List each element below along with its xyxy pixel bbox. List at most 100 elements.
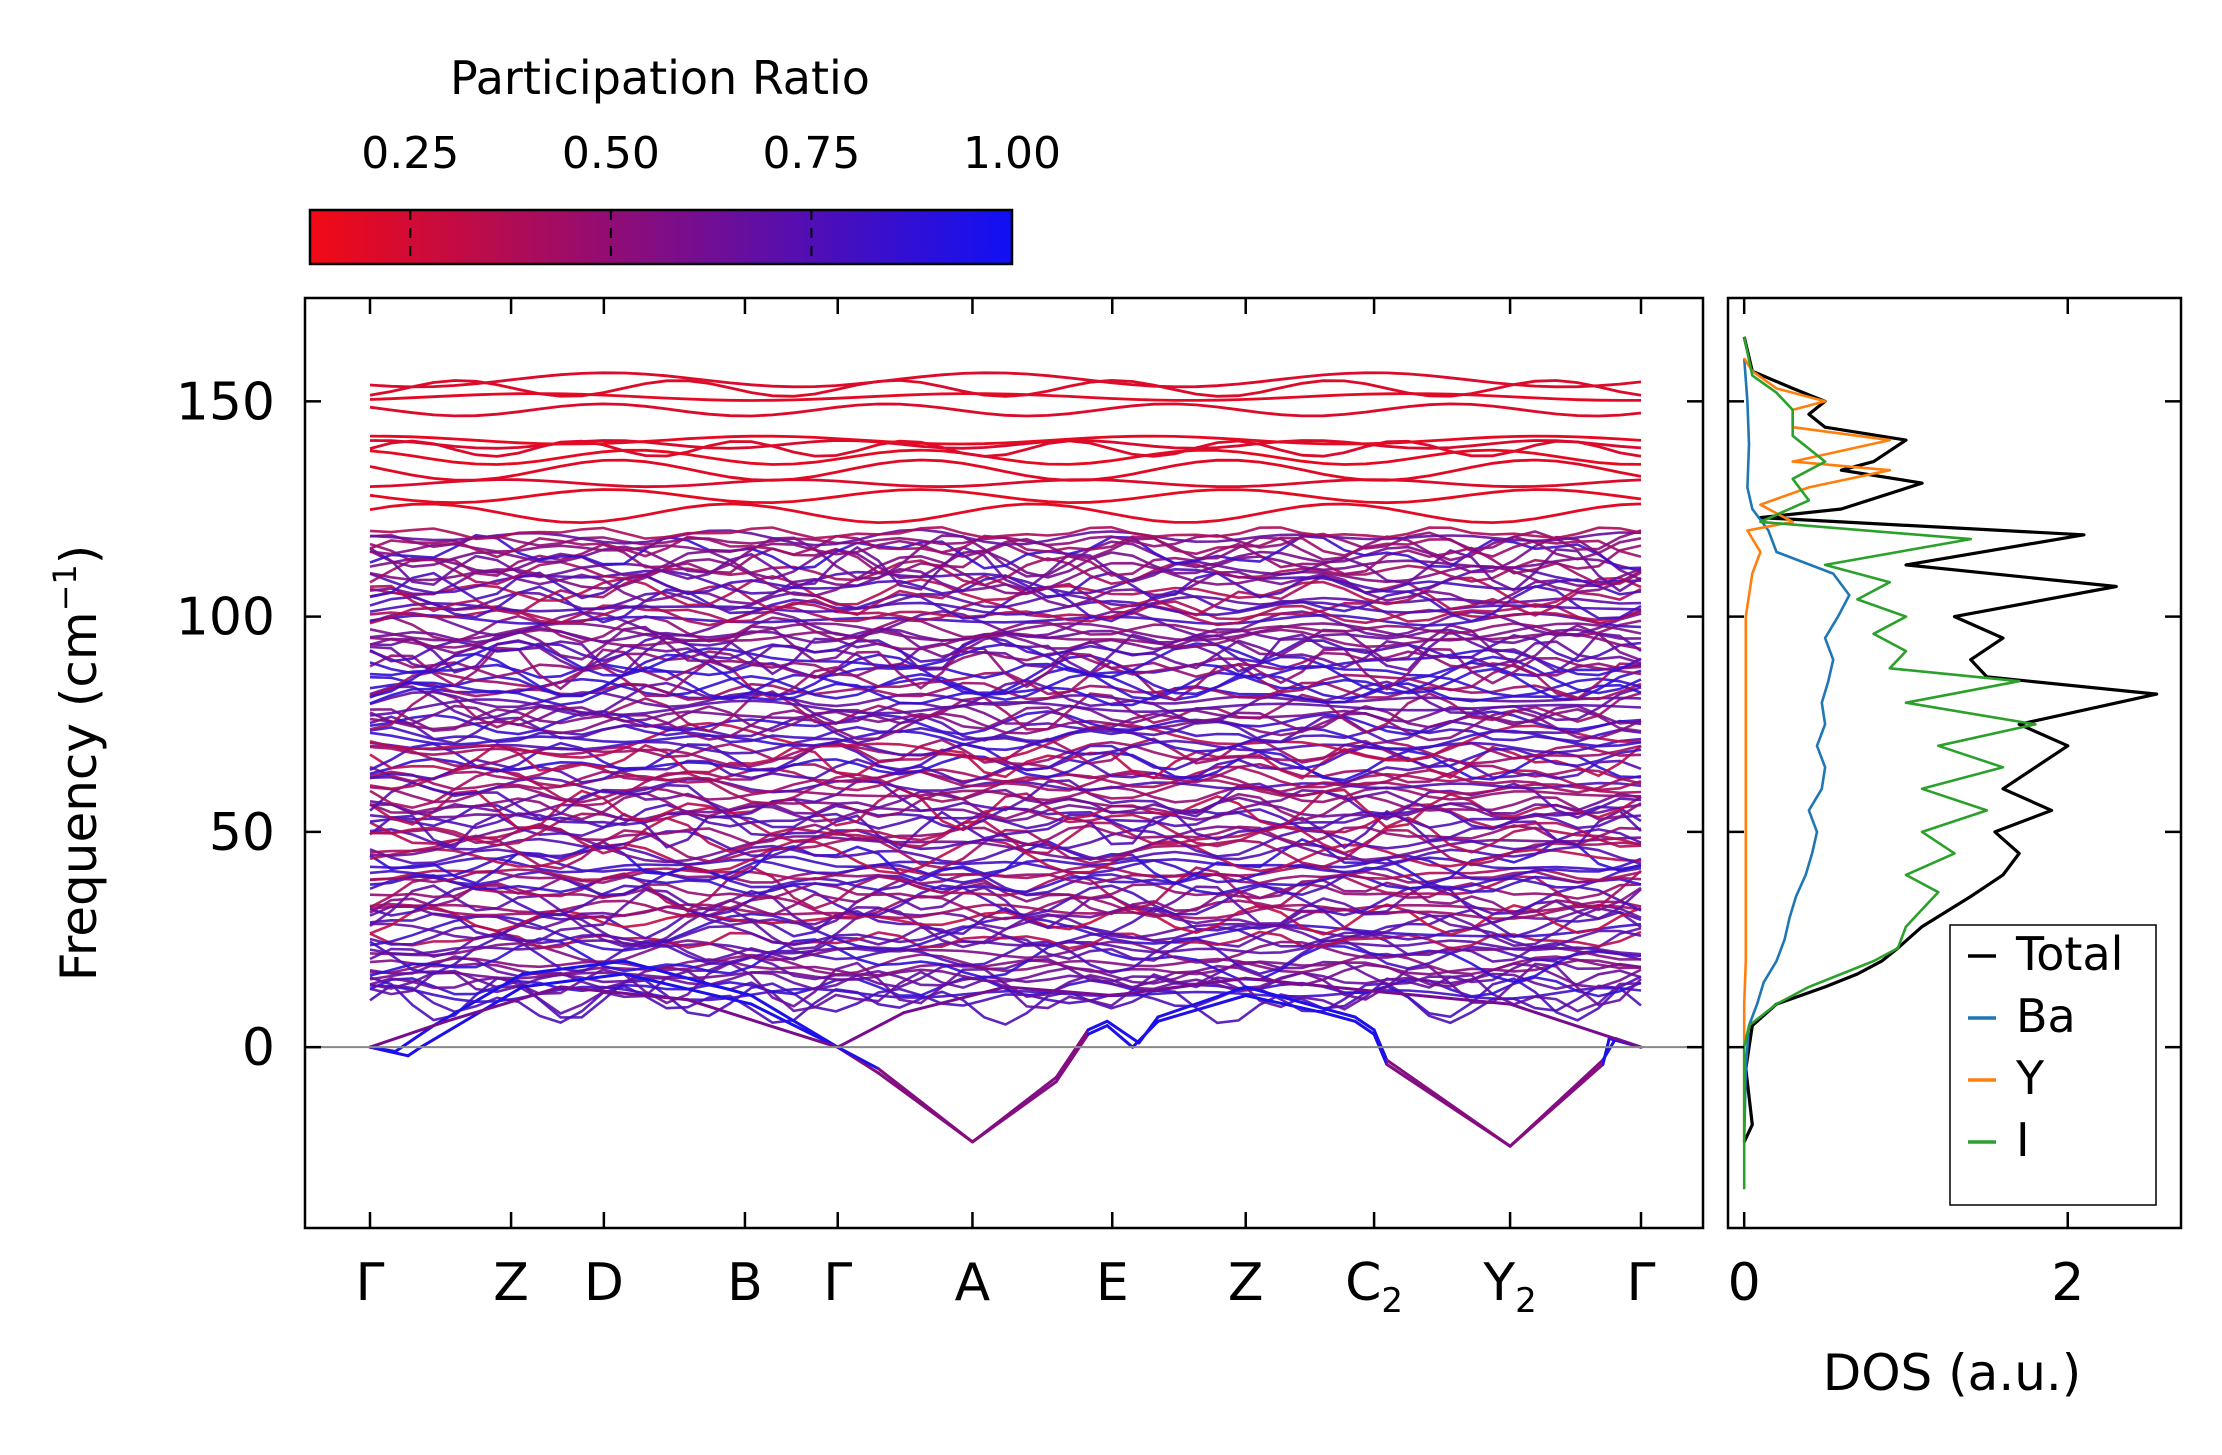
soft-branch-1: [1321, 1011, 1357, 1023]
phonon-band: [369, 528, 1642, 547]
phonon-band: [369, 809, 1642, 851]
phonon-band: [369, 837, 1642, 886]
soft-branch-1: [1054, 1032, 1090, 1084]
dos-series-y: [1742, 357, 1892, 1142]
phonon-band-upper: [369, 378, 1642, 398]
soft-branch-3: [1508, 1002, 1643, 1049]
y-axis-label-close: ): [50, 545, 108, 565]
soft-branch-2: [1054, 1028, 1090, 1079]
phonon-band: [369, 749, 1642, 782]
soft-branch-2: [836, 1045, 880, 1071]
soft-branch-3: [686, 998, 840, 1049]
phonon-band: [369, 726, 1642, 753]
band-frame: [303, 296, 1705, 1230]
soft-branch-1: [1156, 994, 1248, 1023]
soft-branch-1: [1244, 994, 1325, 1015]
legend-label: Ba: [2016, 989, 2076, 1043]
legend-label: I: [2016, 1113, 2030, 1167]
soft-branch-1: [1105, 1024, 1135, 1049]
soft-branch-3: [902, 985, 1007, 1015]
phonon-band: [369, 721, 1642, 762]
phonon-band: [369, 955, 1642, 990]
soft-branch-2: [1244, 985, 1325, 1010]
high-symmetry-label: C2: [1345, 1253, 1403, 1321]
phonon-band: [369, 939, 1642, 964]
high-symmetry-label: D: [584, 1253, 624, 1313]
phonon-band: [369, 779, 1642, 821]
soft-branch-2: [1601, 1037, 1618, 1062]
dos-series-i: [1742, 336, 2037, 1190]
soft-branch-2: [432, 972, 524, 1028]
phonon-band: [369, 630, 1642, 676]
phonon-band: [369, 704, 1642, 727]
phonon-band-upper: [369, 439, 1642, 450]
high-symmetry-label: Γ: [356, 1253, 385, 1313]
soft-branch-2: [1137, 1015, 1160, 1045]
high-symmetry-label: Γ: [823, 1253, 852, 1313]
phonon-band-upper: [369, 458, 1642, 482]
soft-branch-2: [876, 1067, 974, 1144]
dos-series-total: [1742, 336, 2159, 1143]
soft-branch-2: [1385, 1058, 1512, 1148]
high-symmetry-label: Z: [1228, 1253, 1264, 1313]
soft-branch-2: [749, 994, 840, 1049]
colorbar: Participation Ratio 0.25 0.50 0.75 1.00: [308, 51, 1061, 266]
soft-branch-2: [1508, 1058, 1605, 1148]
phonon-band-upper: [369, 502, 1642, 525]
phonon-band: [369, 924, 1642, 949]
phonon-band: [369, 984, 1642, 1004]
soft-branch-2: [622, 959, 753, 997]
phonon-band: [369, 633, 1642, 664]
dos-series-ba: [1742, 358, 1851, 1142]
phonon-band: [369, 962, 1642, 989]
svg-text:Frequency (cm−1): Frequency (cm−1): [46, 545, 108, 982]
phonon-band: [369, 952, 1642, 976]
phonon-band: [369, 865, 1642, 912]
colorbar-tick-label: 0.75: [762, 128, 860, 179]
phonon-band-upper: [369, 434, 1642, 446]
phonon-band: [369, 652, 1642, 699]
phonon-band: [369, 525, 1642, 541]
phonon-band: [369, 864, 1642, 882]
soft-branch-1: [1353, 1019, 1376, 1036]
phonon-band: [369, 742, 1642, 780]
soft-branch-3: [368, 1019, 448, 1049]
soft-branch-1: [1086, 1024, 1109, 1036]
phonon-band-upper: [369, 392, 1641, 402]
high-symmetry-label: B: [727, 1253, 763, 1313]
y-tick-label: 0: [242, 1018, 275, 1078]
phonon-band: [369, 604, 1642, 627]
phonon-band: [369, 975, 1642, 1022]
colorbar-tick-label: 0.25: [361, 128, 459, 179]
phonon-band: [369, 822, 1642, 847]
phonon-band: [369, 565, 1642, 595]
soft-branch-3: [1110, 976, 1248, 997]
soft-branch-2: [1353, 1015, 1376, 1032]
phonon-band: [369, 939, 1642, 956]
phonon-band: [369, 535, 1642, 562]
phonon-band: [369, 724, 1642, 744]
y-tick-label: 50: [209, 803, 275, 863]
soft-branch-3: [836, 1011, 906, 1049]
colorbar-ticks: [409, 210, 813, 264]
phonon-band-upper: [369, 478, 1642, 489]
legend-box: [1949, 924, 2157, 1206]
high-symmetry-label: Y2: [1482, 1253, 1536, 1321]
colorbar-tick-labels: 0.25 0.50 0.75 1.00: [361, 128, 1061, 179]
phonon-band: [369, 574, 1642, 608]
soft-branch-2: [1086, 1019, 1109, 1032]
phonon-band: [369, 554, 1642, 598]
dos-lines: [1742, 336, 2159, 1190]
phonon-band: [369, 786, 1642, 832]
y-tick-label: 150: [176, 372, 275, 432]
phonon-band: [369, 984, 1642, 1026]
colorbar-tick-label: 0.50: [562, 128, 660, 179]
soft-branch-3: [1244, 976, 1376, 993]
soft-branch-1: [521, 972, 626, 989]
soft-branch-2: [521, 959, 626, 976]
legend: Total Ba YI: [1949, 924, 2157, 1206]
